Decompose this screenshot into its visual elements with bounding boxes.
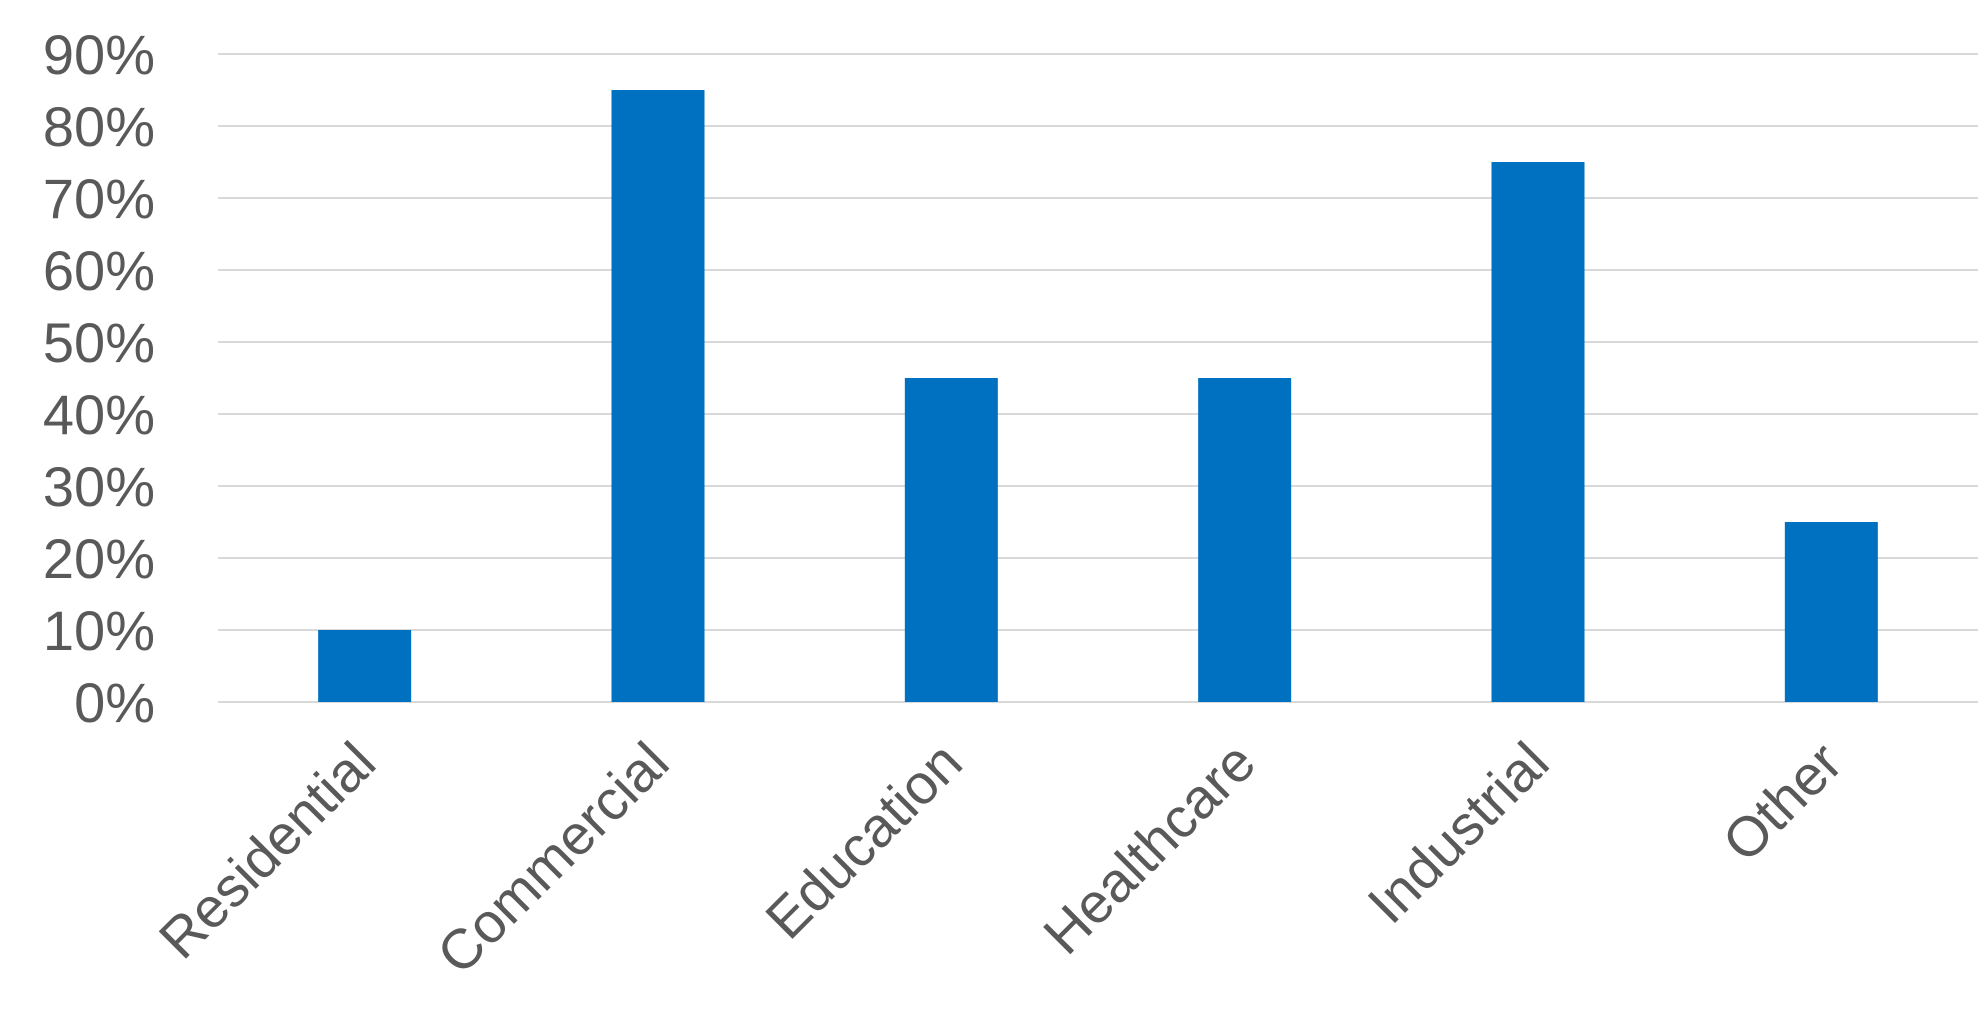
y-tick-label: 60% <box>43 239 155 302</box>
y-tick-label: 90% <box>43 23 155 86</box>
category-label-healthcare: Healthcare <box>1031 730 1267 966</box>
bar-education <box>904 378 998 702</box>
gridlines <box>218 53 1978 703</box>
category-label-commercial: Commercial <box>425 730 681 986</box>
y-tick-label: 0% <box>74 671 155 734</box>
y-axis-tick-labels: 0% 10% 20% 30% 40% 50% 60% 70% 80% 90% <box>43 23 155 734</box>
bar-other <box>1784 522 1878 702</box>
y-tick-label: 50% <box>43 311 155 374</box>
category-label-education: Education <box>753 730 974 951</box>
y-tick-label: 10% <box>43 599 155 662</box>
bar-residential <box>318 630 412 702</box>
y-tick-label: 40% <box>43 383 155 446</box>
category-label-residential: Residential <box>147 730 387 970</box>
x-axis-category-labels: Residential Commercial Education Healthcare… <box>147 730 1854 986</box>
bar-industrial <box>1491 162 1585 702</box>
y-tick-label: 30% <box>43 455 155 518</box>
y-tick-label: 80% <box>43 95 155 158</box>
bar-healthcare <box>1198 378 1292 702</box>
y-tick-label: 20% <box>43 527 155 590</box>
category-label-other: Other <box>1710 730 1854 874</box>
y-tick-label: 70% <box>43 167 155 230</box>
bars <box>318 90 1878 702</box>
category-label-industrial: Industrial <box>1355 730 1560 935</box>
bar-commercial <box>611 90 705 702</box>
